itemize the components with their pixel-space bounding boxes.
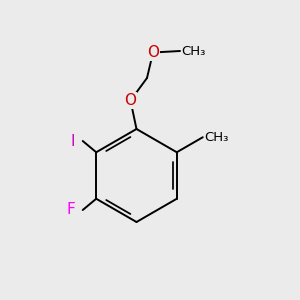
Text: O: O xyxy=(124,93,136,108)
Text: CH₃: CH₃ xyxy=(204,131,229,144)
Text: F: F xyxy=(67,202,75,217)
Text: CH₃: CH₃ xyxy=(182,44,206,58)
Text: O: O xyxy=(147,45,159,60)
Text: I: I xyxy=(71,134,75,148)
